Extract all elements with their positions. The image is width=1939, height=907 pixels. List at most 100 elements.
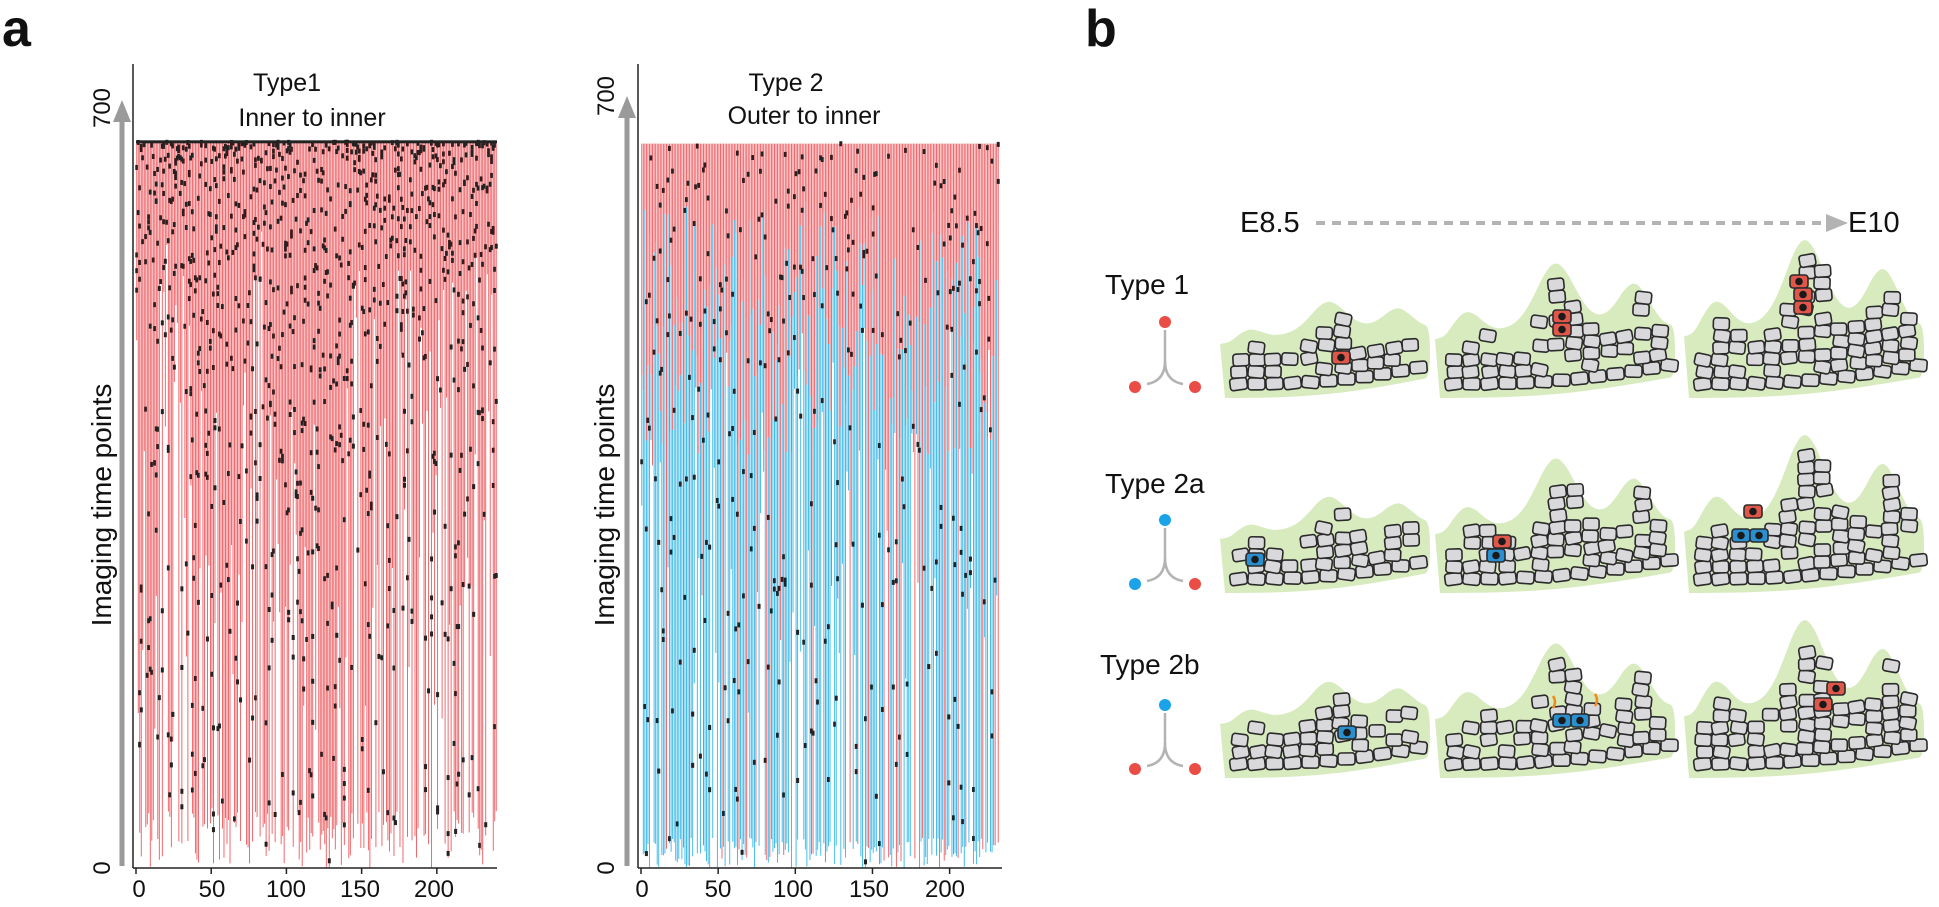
tissue-drawing [1684, 620, 1928, 779]
division-mark [365, 200, 369, 206]
division-mark [669, 516, 673, 522]
division-mark [324, 815, 328, 821]
division-mark [793, 194, 797, 200]
division-mark [708, 787, 712, 793]
division-mark [985, 241, 989, 247]
division-mark [192, 312, 196, 318]
division-mark [312, 268, 316, 274]
division-mark [204, 278, 208, 284]
division-mark [326, 572, 330, 578]
division-mark [955, 223, 959, 229]
division-mark [443, 255, 447, 261]
division-mark [249, 144, 253, 150]
division-mark [380, 149, 384, 155]
division-mark [442, 159, 446, 165]
division-mark [245, 468, 249, 474]
division-mark [326, 269, 330, 275]
division-mark [421, 330, 425, 336]
row-label-type2b: Type 2b [1100, 649, 1200, 680]
division-mark [144, 259, 148, 265]
division-mark [190, 702, 194, 708]
division-mark [880, 706, 884, 712]
division-mark [290, 289, 294, 295]
cell [1798, 693, 1817, 708]
division-mark [424, 354, 428, 360]
division-mark [697, 182, 701, 188]
division-mark [311, 142, 315, 148]
cell [1864, 317, 1883, 332]
division-mark [856, 148, 860, 154]
cell [1366, 355, 1385, 370]
division-mark [230, 144, 234, 150]
cell [1730, 328, 1748, 343]
division-mark [180, 586, 184, 592]
division-mark [796, 629, 800, 635]
cell [1265, 756, 1284, 771]
division-mark [201, 763, 205, 769]
division-mark [392, 205, 396, 211]
division-mark [196, 195, 200, 201]
division-mark [959, 525, 963, 531]
division-mark [311, 719, 315, 725]
division-mark [175, 146, 179, 152]
division-mark [443, 178, 447, 184]
cell [1813, 459, 1832, 473]
cell [1728, 376, 1749, 391]
cell [1814, 287, 1833, 303]
division-mark [157, 695, 161, 701]
division-mark [148, 616, 152, 622]
division-mark [380, 655, 384, 661]
division-mark [199, 142, 203, 148]
division-mark [243, 234, 247, 240]
division-mark [249, 430, 253, 436]
division-mark [288, 323, 292, 329]
division-mark [446, 269, 450, 275]
division-mark [350, 358, 354, 364]
division-mark [177, 148, 181, 154]
cell [1829, 322, 1848, 336]
division-mark [491, 225, 495, 231]
division-mark [335, 565, 339, 571]
division-mark [452, 287, 456, 293]
division-mark [481, 407, 485, 413]
division-mark [978, 279, 982, 285]
cell [1633, 706, 1652, 721]
cell [1642, 741, 1661, 756]
division-mark [267, 326, 271, 332]
division-mark [686, 180, 690, 186]
division-mark [658, 370, 662, 376]
division-mark [419, 166, 423, 172]
division-mark [363, 228, 367, 234]
division-mark [891, 579, 895, 585]
division-mark [284, 202, 288, 208]
cell [1899, 691, 1919, 707]
division-mark [487, 221, 491, 227]
division-mark [236, 242, 240, 248]
division-mark [348, 188, 352, 194]
division-mark [449, 586, 453, 592]
cell [1728, 756, 1749, 772]
cell [1747, 720, 1765, 735]
division-mark [299, 228, 303, 234]
cell-nucleus [1343, 728, 1351, 737]
division-mark [374, 178, 378, 184]
division-mark [746, 659, 750, 665]
division-mark [431, 147, 435, 153]
division-mark [763, 363, 767, 369]
division-mark [205, 250, 209, 256]
cell [1264, 364, 1282, 379]
division-mark [359, 170, 363, 176]
division-mark [387, 194, 391, 200]
division-mark [281, 200, 285, 206]
division-mark [141, 239, 145, 245]
division-mark [395, 238, 399, 244]
division-mark [323, 245, 327, 251]
division-mark [258, 276, 262, 282]
chart1-xtick-label: 0 [132, 876, 145, 903]
division-mark [722, 810, 726, 816]
cell [1648, 715, 1667, 730]
division-mark [776, 590, 780, 596]
division-mark [237, 202, 241, 208]
division-mark [210, 671, 214, 677]
division-mark [252, 220, 256, 226]
